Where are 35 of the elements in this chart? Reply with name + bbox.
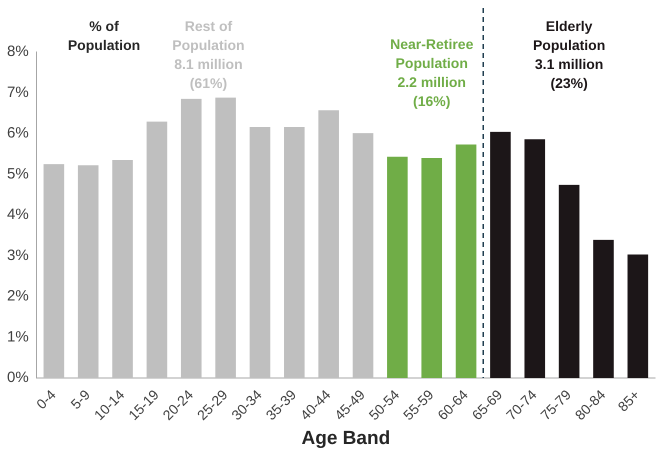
y-tick-label: 2% bbox=[6, 288, 29, 305]
y-tick-label: 4% bbox=[6, 206, 29, 224]
x-tick-label: 5-9 bbox=[67, 386, 94, 412]
y-tick-label: 0% bbox=[6, 369, 29, 386]
bar bbox=[78, 165, 99, 378]
text: Near-Retiree Population 2.2 million (16%) bbox=[390, 36, 474, 109]
bar bbox=[318, 110, 339, 378]
bar bbox=[421, 158, 442, 378]
bar bbox=[593, 240, 614, 378]
y-axis-title: % of Population bbox=[68, 18, 140, 53]
x-tick-label: 85+ bbox=[614, 386, 643, 415]
bar bbox=[215, 98, 236, 378]
y-tick-label: 6% bbox=[6, 124, 29, 142]
bar bbox=[180, 98, 202, 378]
y-tick-label: 7% bbox=[6, 84, 29, 101]
bar bbox=[558, 184, 580, 378]
bar bbox=[112, 160, 133, 378]
bar bbox=[628, 254, 648, 378]
x-tick-label: 0-4 bbox=[33, 386, 59, 412]
y-tick-label: 5% bbox=[6, 165, 29, 182]
y-tick-label: 3% bbox=[6, 246, 29, 264]
bar bbox=[352, 133, 374, 378]
y-tick-label: 8% bbox=[6, 43, 29, 60]
series-label: Rest of Population 8.1 million (61%) bbox=[172, 18, 245, 91]
bar bbox=[146, 122, 168, 378]
bar bbox=[490, 132, 511, 378]
x-axis-title: Age Band bbox=[301, 428, 390, 449]
bar bbox=[250, 126, 270, 378]
bar bbox=[456, 144, 476, 378]
bar bbox=[284, 126, 305, 378]
bar bbox=[524, 139, 546, 378]
bar bbox=[387, 156, 408, 378]
y-tick-label: 1% bbox=[6, 328, 29, 346]
text: Elderly Population 3.1 million (23%) bbox=[532, 18, 606, 91]
bar bbox=[44, 164, 64, 378]
